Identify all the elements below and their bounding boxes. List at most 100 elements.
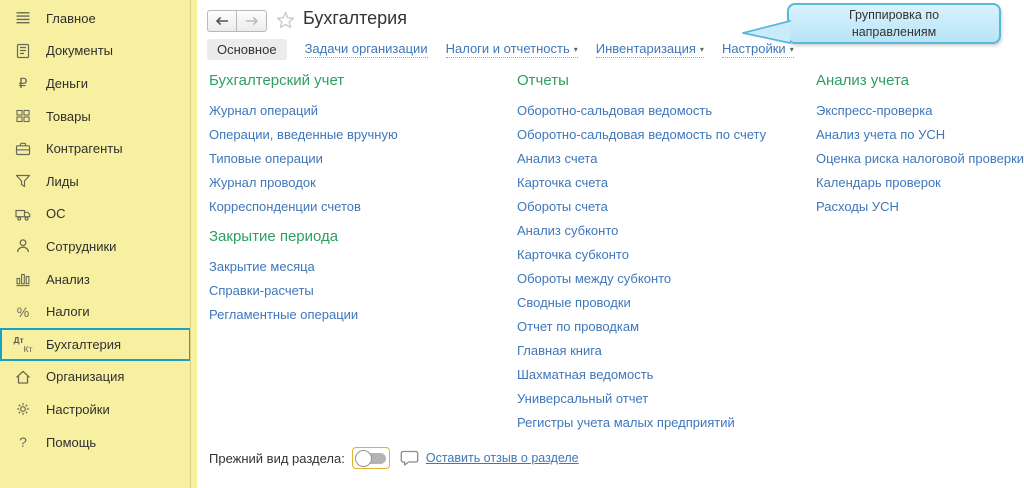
back-button[interactable] (207, 10, 237, 32)
command-link[interactable]: Шахматная ведомость (517, 366, 654, 382)
sidebar-item-label: Деньги (46, 75, 88, 91)
list-item: Календарь проверок (816, 170, 1021, 194)
list-item: Шахматная ведомость (517, 362, 812, 386)
goods-icon (13, 108, 33, 124)
tab-organization-tasks[interactable]: Задачи организации (304, 41, 428, 58)
command-link[interactable]: Главная книга (517, 342, 602, 358)
sidebar: Главное Документы ₽ Деньги Товары Контрагенты… (0, 0, 197, 488)
menu-icon (13, 10, 33, 26)
tab-settings[interactable]: Настройки ▾ (721, 41, 794, 58)
list-item: Журнал операций (209, 98, 504, 122)
list-item: Закрытие месяца (209, 254, 504, 278)
command-link[interactable]: Журнал операций (209, 102, 318, 118)
sidebar-item-label: Организация (46, 369, 125, 385)
sidebar-item-label: Анализ (46, 271, 90, 287)
command-link[interactable]: Справки-расчеты (209, 282, 314, 298)
command-link[interactable]: Анализ субконто (517, 222, 619, 238)
forward-arrow-icon (245, 16, 258, 26)
sidebar-item-leads[interactable]: Лиды (0, 165, 197, 198)
section-title: Бухгалтерский учет (209, 72, 345, 89)
sidebar-item-goods[interactable]: Товары (0, 100, 197, 133)
list-item: Экспресс-проверка (816, 98, 1021, 122)
history-nav (207, 10, 267, 32)
forward-button[interactable] (237, 10, 267, 32)
command-link[interactable]: Регламентные операции (209, 306, 359, 322)
list-item: Сводные проводки (517, 290, 812, 314)
list-item: Оценка риска налоговой проверки (816, 146, 1024, 170)
sidebar-item-label: Сотрудники (46, 238, 117, 254)
column-1: Бухгалтерский учет Журнал операций Операци… (209, 72, 504, 336)
feedback-link[interactable]: Оставить отзыв о разделе (425, 451, 579, 465)
command-link[interactable]: Операции, введенные вручную (209, 126, 398, 142)
sidebar-item-analysis[interactable]: Анализ (0, 263, 197, 296)
chevron-down-icon: ▾ (699, 45, 704, 54)
command-link[interactable]: Анализ счета (517, 150, 598, 166)
command-link[interactable]: Корреспонденции счетов (209, 198, 361, 214)
tab-main[interactable]: Основное (207, 39, 287, 60)
command-link[interactable]: Оборотно-сальдовая ведомость по счету (517, 126, 767, 142)
sidebar-item-main[interactable]: Главное (0, 2, 197, 35)
sidebar-item-label: Главное (46, 10, 96, 26)
command-link[interactable]: Карточка субконто (517, 246, 629, 262)
command-link[interactable]: Обороты счета (517, 198, 608, 214)
command-link[interactable]: Типовые операции (209, 150, 323, 166)
sidebar-item-label: Помощь (46, 434, 97, 450)
list-item: Оборотно-сальдовая ведомость по счету (517, 122, 812, 146)
tab-taxes-reporting[interactable]: Налоги и отчетность ▾ (445, 41, 578, 58)
page-title: Бухгалтерия (303, 8, 407, 28)
sidebar-item-label: ОС (46, 206, 66, 222)
command-link[interactable]: Оценка риска налоговой проверки (816, 150, 1024, 166)
list-item: Карточка счета (517, 170, 812, 194)
sidebar-item-label: Контрагенты (46, 141, 123, 157)
command-link[interactable]: Расходы УСН (816, 198, 899, 214)
toggle-track (362, 453, 386, 464)
ruble-icon: ₽ (18, 75, 28, 92)
tab-inventory[interactable]: Инвентаризация ▾ (595, 41, 704, 58)
sidebar-item-employees[interactable]: Сотрудники (0, 230, 197, 263)
sidebar-item-label: Настройки (46, 401, 110, 417)
section-title: Отчеты (517, 72, 569, 89)
legacy-view-toggle[interactable] (351, 447, 390, 469)
command-link[interactable]: Календарь проверок (816, 174, 941, 190)
chevron-down-icon: ▾ (573, 45, 578, 54)
command-link[interactable]: Сводные проводки (517, 294, 631, 310)
command-link[interactable]: Отчет по проводкам (517, 318, 640, 334)
list-item: Обороты между субконто (517, 266, 812, 290)
sidebar-item-organization[interactable]: Организация (0, 361, 197, 394)
gear-icon (13, 401, 33, 417)
command-link[interactable]: Карточка счета (517, 174, 609, 190)
list-item: Анализ субконто (517, 218, 812, 242)
command-link[interactable]: Оборотно-сальдовая ведомость (517, 102, 713, 118)
toggle-knob (354, 450, 372, 467)
list-item: Анализ учета по УСН (816, 122, 1021, 146)
command-link[interactable]: Журнал проводок (209, 174, 316, 190)
sidebar-nav: Главное Документы ₽ Деньги Товары Контрагенты… (0, 0, 197, 458)
sidebar-item-help[interactable]: ? Помощь (0, 426, 197, 459)
sidebar-item-label: Бухгалтерия (46, 336, 122, 352)
sidebar-item-settings[interactable]: Настройки (0, 393, 197, 426)
sidebar-item-label: Лиды (46, 173, 79, 189)
sidebar-item-taxes[interactable]: % Налоги (0, 295, 197, 328)
chart-icon (13, 271, 33, 287)
list-item: Универсальный отчет (517, 386, 812, 410)
command-link[interactable]: Универсальный отчет (517, 390, 649, 406)
command-link[interactable]: Обороты между субконто (517, 270, 672, 286)
favorite-star-icon[interactable] (276, 11, 295, 34)
command-link[interactable]: Анализ учета по УСН (816, 126, 946, 142)
sidebar-item-accounting[interactable]: Дт Кт Бухгалтерия (0, 327, 191, 361)
list-item: Регистры учета малых предприятий (517, 410, 812, 434)
command-link[interactable]: Закрытие месяца (209, 258, 315, 274)
dt-kt-icon: Дт Кт (13, 334, 33, 354)
sidebar-item-label: Документы (46, 43, 114, 59)
feedback-bubble-icon (400, 450, 419, 467)
section-links: Закрытие месяца Справки-расчеты Регламентн… (209, 254, 504, 326)
list-item: Журнал проводок (209, 170, 504, 194)
chevron-down-icon: ▾ (789, 45, 794, 54)
command-link[interactable]: Регистры учета малых предприятий (517, 414, 735, 430)
sidebar-item-money[interactable]: ₽ Деньги (0, 67, 197, 100)
sidebar-item-counterparties[interactable]: Контрагенты (0, 132, 197, 165)
sidebar-item-fixed-assets[interactable]: ОС (0, 198, 197, 231)
list-item: Регламентные операции (209, 302, 504, 326)
sidebar-item-documents[interactable]: Документы (0, 35, 197, 68)
command-link[interactable]: Экспресс-проверка (816, 102, 933, 118)
